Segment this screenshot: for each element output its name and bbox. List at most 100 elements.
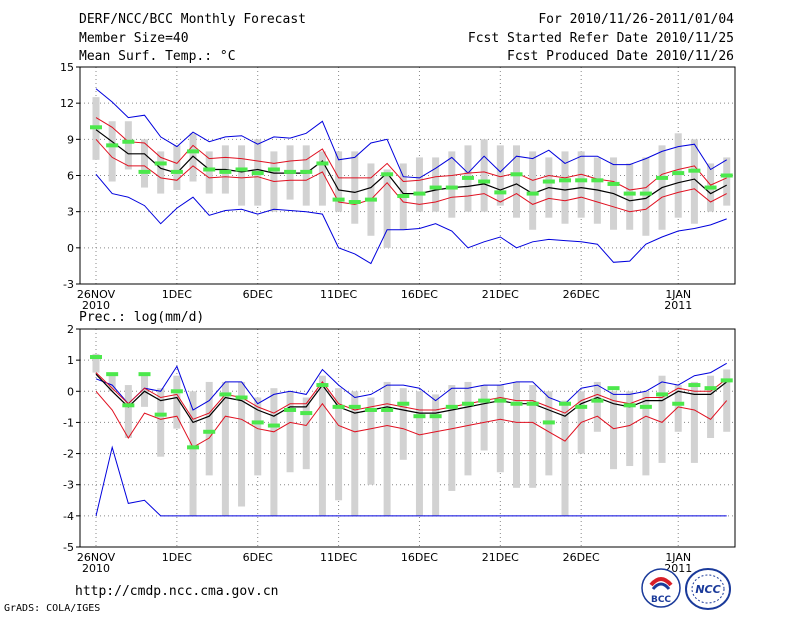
ensemble-box [496,385,504,473]
x-tick-sublabel: 2010 [82,562,110,575]
ensemble-box [173,375,181,429]
ensemble-box [626,163,634,230]
ensemble-box [690,139,698,224]
y-tick-label: 9 [67,133,74,146]
observed-marker [526,401,539,406]
observed-marker [138,372,151,377]
ensemble-box [480,139,488,212]
forecast-produced-date: Fcst Produced Date 2010/11/26 [507,49,734,64]
ensemble-box [238,145,246,206]
ensemble-box [318,375,326,516]
observed-marker [203,167,216,172]
precip-panel-title: Prec.: log(mm/d) [79,310,205,325]
x-tick-label: 26DEC [563,288,600,301]
x-tick-label: 1DEC [162,551,192,564]
observed-marker [559,178,572,183]
x-tick-label: 6DEC [243,551,273,564]
observed-marker [251,171,264,176]
observed-marker [154,412,167,417]
y-tick-label: -1 [63,416,74,429]
bcc-logo: BCC [640,567,682,609]
observed-marker [720,378,733,383]
y-tick-label: -4 [63,510,74,523]
ensemble-box [512,145,520,218]
x-tick-sublabel: 2010 [82,299,110,312]
forecast-period: For 2010/11/26-2011/01/04 [538,12,734,27]
x-tick-label: 11DEC [320,551,357,564]
y-tick-label: 12 [60,97,74,110]
y-tick-label: 15 [60,61,74,74]
ensemble-box [464,381,472,476]
ensemble-box [108,372,116,392]
observed-marker [591,398,604,403]
ensemble-box [561,151,569,224]
upper-line [95,372,728,420]
x-tick-label: 1DEC [162,288,192,301]
y-tick-label: -3 [63,278,74,291]
observed-marker [267,423,280,428]
ensemble-box [173,145,181,190]
ensemble-box [658,375,666,463]
x-tick-label: 1JAN [665,288,691,301]
ensemble-box [383,169,391,248]
observed-marker [413,414,426,419]
observed-marker [267,167,280,172]
ensemble-box [108,121,116,182]
y-tick-label: 6 [67,170,74,183]
ensemble-box [205,381,213,476]
panel-frame [79,328,736,548]
ensemble-box [529,151,537,230]
min-line [95,445,727,517]
observed-marker [542,179,555,184]
x-tick-label: 6DEC [243,288,273,301]
ensemble-box [335,388,343,501]
x-tick-label: 21DEC [482,288,519,301]
observed-marker [316,161,329,166]
observed-marker [575,404,588,409]
min-line [95,173,727,265]
ensemble-box [141,372,149,407]
x-tick-sublabel: 2011 [664,299,692,312]
ensemble-box [270,388,278,516]
observed-marker [639,191,652,196]
ensemble-box [141,139,149,188]
y-tick-label: 1 [67,354,74,367]
observed-marker [623,191,636,196]
observed-marker [429,414,442,419]
y-tick-label: -2 [63,448,74,461]
ensemble-box [383,381,391,516]
ensemble-box [448,385,456,491]
observed-marker [154,161,167,166]
source-url[interactable]: http://cmdp.ncc.cma.gov.cn [75,584,279,599]
ensemble-box [642,157,650,236]
observed-marker [381,407,394,412]
ensemble-box [674,133,682,218]
y-tick-label: 3 [67,206,74,219]
member-size-label: Member Size=40 [79,31,189,46]
observed-marker [170,169,183,174]
ensemble-box [480,385,488,451]
ensemble-box [124,121,132,170]
ensemble-box [254,397,262,476]
observed-marker [478,179,491,184]
observed-marker [397,401,410,406]
observed-marker [413,191,426,196]
observed-marker [219,392,232,397]
ensemble-box [448,151,456,218]
ensemble-box [335,151,343,212]
mean-line [95,373,728,424]
ensemble-box [189,391,197,516]
ensemble-box [221,381,229,516]
ensemble-box [707,375,715,438]
ensemble-box [496,145,504,206]
observed-marker [526,191,539,196]
ensemble-box [593,381,601,432]
observed-marker [688,168,701,173]
ensemble-box [318,151,326,206]
observed-marker [429,185,442,190]
chart-title: DERF/NCC/BCC Monthly Forecast [79,12,306,27]
x-tick-label: 26NOV [77,288,116,301]
